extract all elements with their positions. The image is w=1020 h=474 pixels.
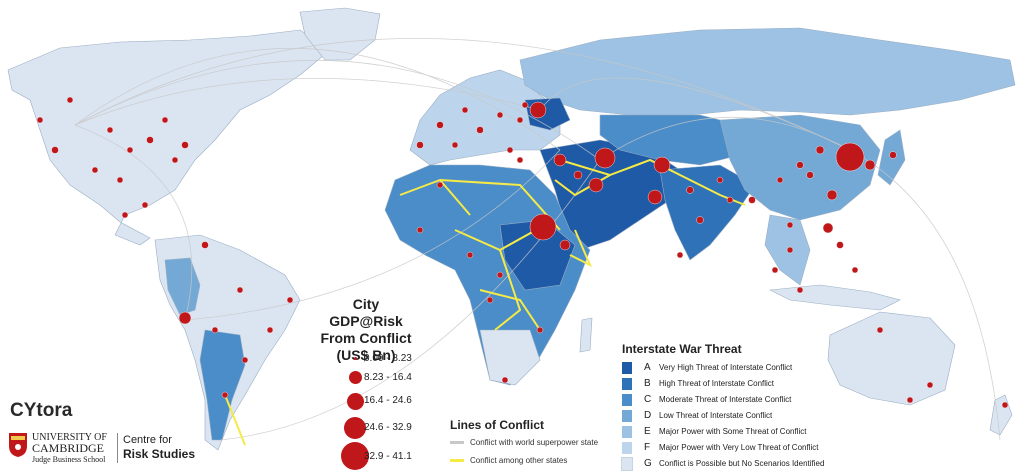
cambridge-judge-logo: UNIVERSITY OF CAMBRIDGE Judge Business S… [32, 432, 107, 465]
andes-states [164, 257, 201, 316]
gdp-bin-5-marker [341, 442, 369, 470]
threat-c-label: Moderate Threat of Interstate Conflict [659, 395, 792, 404]
superpower-conflict-lines [74, 38, 1001, 441]
centre-line1: Centre for [123, 434, 172, 446]
gdp-bin-5-label: 32.9 - 41.1 [364, 451, 412, 462]
gdp-legend-title-line1: City GDP@Risk [329, 296, 403, 329]
greenland [299, 7, 381, 61]
threat-f-code: F [644, 442, 651, 453]
australia [827, 311, 956, 406]
gdp-legend-title-line2: From Conflict [320, 330, 412, 346]
university-line3: Judge Business School [32, 455, 106, 464]
threat-f-label: Major Power with Very Low Threat of Conf… [659, 443, 819, 452]
threat-e-code: E [644, 426, 651, 437]
threat-e-label: Major Power with Some Threat of Conflict [659, 427, 807, 436]
threat-g-code: G [644, 458, 652, 469]
threat-g-swatch [621, 457, 633, 471]
threat-b-swatch [622, 378, 632, 390]
threat-legend-title: Interstate War Threat [622, 342, 742, 356]
gdp-legend-bin-5: 32.9 - 41.1 [316, 442, 436, 470]
gdp-bin-3-label: 16.4 - 24.6 [364, 395, 412, 406]
gdp-legend-bin-3: 16.4 - 24.6 [316, 392, 436, 412]
threat-d-code: D [644, 410, 652, 421]
gdp-bin-2-label: 8.23 - 16.4 [364, 372, 412, 383]
gdp-bin-4-label: 24.6 - 32.9 [364, 422, 412, 433]
threat-e-swatch [622, 426, 632, 438]
lines-legend-item-superpower: Conflict with world superpower state [450, 438, 598, 447]
threat-a-swatch [622, 362, 632, 374]
gdp-bin-1-label: 0.00 - 8.23 [364, 353, 412, 364]
cytora-logo: CYtora [10, 400, 73, 421]
threat-f-swatch [622, 442, 632, 454]
madagascar [579, 317, 593, 353]
russia [519, 27, 1016, 116]
threat-a-label: Very High Threat of Interstate Conflict [659, 363, 793, 372]
gdp-legend-bin-4: 24.6 - 32.9 [316, 417, 436, 439]
gdp-legend-title: City GDP@Risk From Conflict (US$ Bn) [316, 296, 416, 364]
southern-africa [479, 329, 541, 386]
north-america [7, 29, 331, 246]
threat-c-swatch [622, 394, 632, 406]
gdp-bin-2-marker [349, 371, 362, 384]
other-line-label: Conflict among other states [470, 456, 568, 465]
threat-d-swatch [622, 410, 632, 422]
gdp-bin-3-marker [347, 393, 364, 410]
logo-divider [117, 433, 118, 463]
cambridge-crest-icon [8, 432, 30, 460]
gdp-bin-4-marker [344, 417, 366, 439]
gdp-legend-title-line3: (US$ Bn) [336, 347, 396, 363]
city-markers [36, 96, 1009, 409]
gdp-legend-bin-1: 0.00 - 8.23 [316, 350, 436, 370]
centre-risk-studies-logo: Centre for Risk Studies [123, 433, 195, 461]
superpower-line-swatch [450, 441, 464, 445]
gdp-bin-1-marker [354, 357, 357, 360]
threat-c-code: C [644, 394, 652, 405]
lines-legend-title: Lines of Conflict [450, 418, 544, 432]
south-asia [659, 164, 756, 261]
threat-a-code: A [644, 362, 651, 373]
centre-line2: Risk Studies [123, 447, 196, 461]
superpower-line-label: Conflict with world superpower state [470, 438, 599, 447]
threat-d-label: Low Threat of Interstate Conflict [659, 411, 773, 420]
gdp-legend-bin-2: 8.23 - 16.4 [316, 369, 436, 389]
university-line2: CAMBRIDGE [32, 441, 105, 455]
threat-b-label: High Threat of Interstate Conflict [659, 379, 775, 388]
university-line1: UNIVERSITY OF [32, 432, 107, 443]
other-line-swatch [450, 459, 464, 463]
threat-b-code: B [644, 378, 651, 389]
threat-g-label: Conflict is Possible but No Scenarios Id… [659, 459, 825, 468]
lines-legend-item-other: Conflict among other states [450, 456, 567, 465]
